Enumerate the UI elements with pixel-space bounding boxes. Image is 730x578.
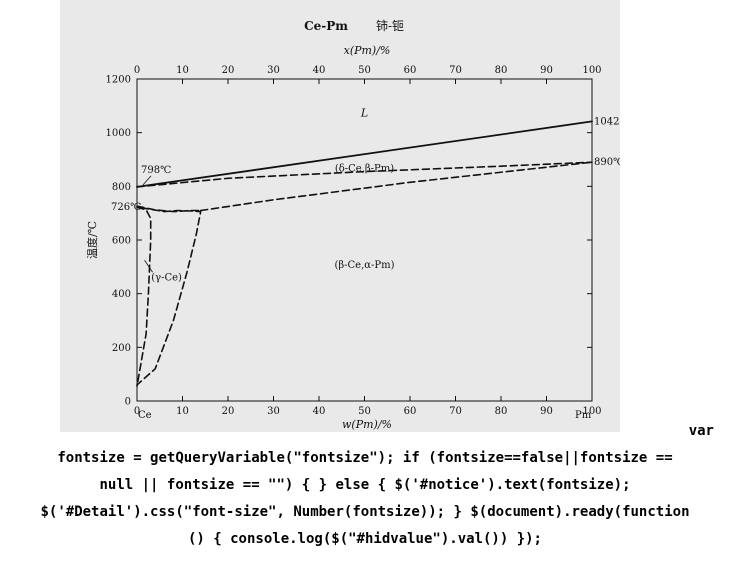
bottom-tick-label: 70 [449, 406, 462, 417]
code-line: var [688, 423, 714, 439]
top-tick-label: 90 [540, 65, 553, 76]
region-label: (β-Ce,α-Pm) [334, 260, 394, 271]
leader-line [144, 260, 153, 273]
bottom-tick-label: 20 [222, 406, 235, 417]
code-snippet: var fontsize = getQueryVariable("fontsiz… [0, 418, 730, 553]
bottom-axis-label: w(Pm)/% [342, 418, 392, 431]
y-tick-label: 600 [112, 236, 131, 247]
phase-boundary-dashed [136, 207, 202, 386]
chart-axes: 0 10 20 30 40 50 60 70 80 90 1000 10 20 30 40 50 60 70 80 9… [106, 65, 602, 417]
element-label-ce: Ce [138, 410, 152, 421]
phase-boundary-dashed [136, 206, 152, 388]
top-tick-label: 30 [267, 65, 280, 76]
phase-boundary-solid [136, 120, 593, 188]
region-label: (γ-Ce) [151, 272, 182, 283]
y-axis-label: 温度/℃ [85, 221, 99, 259]
bottom-tick-label: 30 [267, 406, 280, 417]
bottom-tick-label: 10 [176, 406, 189, 417]
y-tick-label: 0 [125, 397, 131, 408]
bottom-tick-label: 0 [134, 406, 140, 417]
bottom-tick-label: 50 [358, 406, 371, 417]
region-label: L [360, 107, 368, 120]
top-tick-label: 100 [582, 65, 601, 76]
phase-diagram-chart: Ce-Pm 铈-钷 x(Pm)/% w(Pm)/% 温度/℃ Ce Pm 0 10… [85, 18, 620, 431]
bottom-tick-label: 100 [582, 406, 601, 417]
phase-boundaries [136, 120, 593, 388]
top-tick-label: 20 [222, 65, 235, 76]
leader-line [142, 175, 152, 186]
y-tick-label: 1200 [106, 75, 131, 86]
phase-boundary-dashed [199, 161, 593, 212]
chart-title-cn: 铈-钷 [376, 18, 404, 33]
bottom-tick-label: 60 [404, 406, 417, 417]
temperature-label: 726℃ [111, 202, 141, 213]
top-tick-label: 0 [134, 65, 140, 76]
bottom-tick-label: 80 [495, 406, 508, 417]
y-tick-label: 200 [112, 343, 131, 354]
top-tick-label: 60 [404, 65, 417, 76]
bottom-tick-label: 90 [540, 406, 553, 417]
top-tick-label: 80 [495, 65, 508, 76]
chart-title: Ce-Pm [304, 19, 348, 33]
top-tick-label: 70 [449, 65, 462, 76]
phase-diagram-figure: Ce-Pm 铈-钷 x(Pm)/% w(Pm)/% 温度/℃ Ce Pm 0 10… [60, 0, 620, 432]
phase-labels: 798℃ 726℃ 1042℃ 890℃ L (δ-Ce,β-Pm) (β-Ce,α-Pm)… [111, 107, 620, 284]
top-tick-label: 40 [313, 65, 326, 76]
y-tick-label: 400 [112, 289, 131, 300]
bottom-tick-label: 40 [313, 406, 326, 417]
code-line: $('#Detail').css("font-size", Number(fon… [40, 504, 690, 520]
y-tick-label: 1000 [106, 128, 131, 139]
region-label: (δ-Ce,β-Pm) [335, 164, 394, 175]
y-tick-label: 800 [112, 182, 131, 193]
plot-frame [136, 78, 593, 402]
code-line: () { console.log($("#hidvalue").val()) }… [187, 531, 542, 547]
top-axis-label: x(Pm)/% [344, 44, 391, 57]
temperature-label: 1042℃ [594, 116, 620, 127]
code-line: fontsize = getQueryVariable("fontsize");… [57, 450, 673, 466]
code-line: null || fontsize == "") { } else { $('#n… [99, 477, 631, 493]
top-tick-label: 10 [176, 65, 189, 76]
temperature-label: 798℃ [141, 165, 171, 176]
top-tick-label: 50 [358, 65, 371, 76]
element-label-pm: Pm [575, 410, 592, 421]
phase-boundary-dashed [136, 161, 593, 188]
temperature-label: 890℃ [594, 157, 620, 168]
